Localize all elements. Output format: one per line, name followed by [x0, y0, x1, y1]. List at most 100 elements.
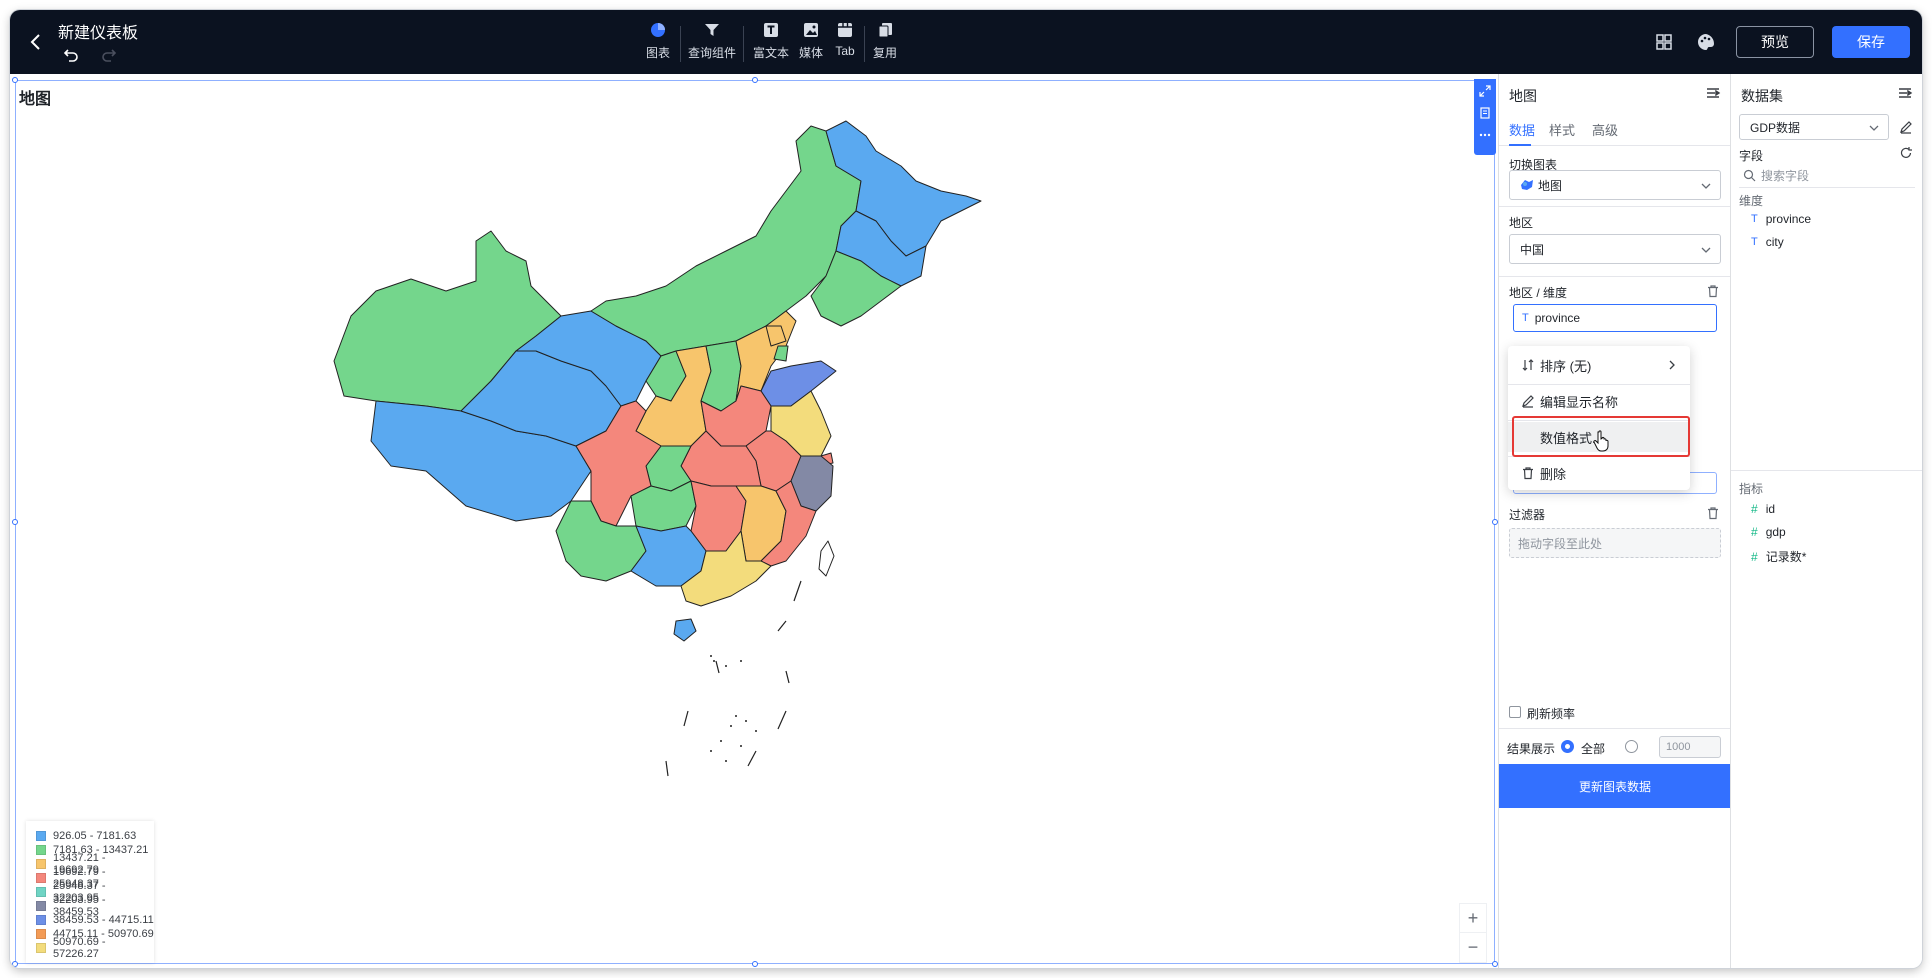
trash-icon[interactable]: [1706, 284, 1720, 298]
refresh-icon[interactable]: [1899, 146, 1913, 160]
expand-icon[interactable]: [1479, 85, 1491, 97]
legend-item[interactable]: 926.05 - 7181.63: [36, 829, 154, 843]
collapse-panel-icon[interactable]: [1704, 84, 1722, 102]
tab-data[interactable]: 数据: [1509, 123, 1536, 138]
tab-style[interactable]: 样式: [1549, 123, 1576, 138]
measure-field-gdp[interactable]: # gdp: [1751, 525, 1786, 539]
result-all-radio[interactable]: [1561, 740, 1574, 753]
resize-handle[interactable]: [12, 961, 18, 967]
preview-button[interactable]: 预览: [1736, 26, 1814, 58]
dimensions-label: 维度: [1739, 194, 1764, 208]
map-widget[interactable]: 地图: [12, 77, 1498, 967]
edit-icon: [1522, 395, 1534, 408]
tool-query[interactable]: 查询组件: [686, 20, 738, 66]
result-label: 结果展示: [1507, 742, 1556, 756]
panel-tabs: 数据 样式 高级: [1499, 112, 1731, 146]
region-heilongjiang[interactable]: [825, 120, 982, 257]
menu-item-delete[interactable]: 删除: [1508, 458, 1690, 488]
trash-icon: [1523, 467, 1533, 480]
result-limit-radio[interactable]: [1625, 740, 1638, 753]
layout-grid-icon[interactable]: [1652, 30, 1676, 54]
legend-item[interactable]: 7181.63 - 13437.21: [36, 843, 154, 857]
zoom-control: + −: [1459, 903, 1487, 963]
region-shandong[interactable]: [760, 360, 837, 407]
china-map[interactable]: [316, 101, 1256, 801]
more-icon[interactable]: [1479, 129, 1491, 141]
edit-icon[interactable]: [1899, 120, 1913, 134]
resize-handle[interactable]: [1492, 519, 1498, 525]
region-fujian[interactable]: [760, 480, 817, 567]
menu-item-sort[interactable]: 排序 (无): [1508, 350, 1690, 380]
region-liaoning[interactable]: [810, 250, 902, 327]
zoom-in-button[interactable]: +: [1460, 904, 1486, 933]
tool-media[interactable]: 媒体: [794, 20, 828, 66]
measure-field-id[interactable]: # id: [1751, 502, 1776, 516]
legend-item[interactable]: 25948.37 - 32203.95: [36, 880, 154, 904]
dimension-field-chip[interactable]: T province: [1513, 304, 1717, 332]
save-button[interactable]: 保存: [1832, 26, 1910, 58]
region-select[interactable]: 中国: [1509, 234, 1721, 264]
dataset-select[interactable]: GDP数据: [1739, 114, 1889, 140]
legend-item[interactable]: 38459.53 - 44715.11: [36, 913, 154, 927]
widget-title: 地图: [19, 91, 52, 108]
details-icon[interactable]: [1479, 107, 1491, 119]
filter-dropzone[interactable]: 拖动字段至此处: [1509, 528, 1721, 558]
refresh-checkbox[interactable]: [1509, 706, 1521, 718]
region-tianjin[interactable]: [773, 345, 789, 362]
legend-item[interactable]: 19692.79 - 25948.37: [36, 866, 154, 890]
property-panel: 地图 数据 样式 高级 切换图表 地图 地区 中国 地区 / 维度 T prov…: [1498, 74, 1731, 968]
theme-palette-icon[interactable]: [1694, 30, 1718, 54]
resize-handle[interactable]: [1492, 961, 1498, 967]
collapse-dataset-icon[interactable]: [1896, 84, 1914, 102]
legend-item[interactable]: 32203.95 - 38459.53: [36, 894, 154, 918]
legend-item[interactable]: 44715.11 - 50970.69: [36, 927, 154, 941]
redo-icon[interactable]: [100, 46, 118, 64]
result-limit-input[interactable]: 1000: [1659, 736, 1721, 758]
tool-tab[interactable]: Tab: [830, 20, 860, 66]
undo-icon[interactable]: [62, 46, 80, 64]
map-legend: 926.05 - 7181.63 7181.63 - 13437.21 1343…: [26, 821, 154, 963]
dashboard-canvas: 地图: [10, 74, 1498, 968]
tool-reuse[interactable]: 复用: [870, 20, 900, 66]
menu-item-rename[interactable]: 编辑显示名称: [1508, 386, 1690, 416]
region-beijing[interactable]: [765, 325, 787, 347]
chart-switch-label: 切换图表: [1509, 158, 1558, 172]
pie-chart-icon: [651, 23, 665, 37]
hand-cursor-icon: [1593, 430, 1609, 452]
chevron-down-icon: [1869, 125, 1879, 131]
resize-handle[interactable]: [12, 77, 18, 83]
region-jilin[interactable]: [835, 210, 927, 287]
result-all-label: 全部: [1581, 742, 1606, 756]
chart-type-select[interactable]: 地图: [1509, 170, 1721, 200]
highlight-box: [1512, 416, 1690, 457]
dashboard-title[interactable]: 新建仪表板: [58, 25, 139, 42]
tool-richtext[interactable]: 富文本: [751, 20, 791, 66]
filter-label: 过滤器: [1509, 508, 1546, 522]
tab-icon: [838, 23, 852, 37]
zoom-out-button[interactable]: −: [1467, 937, 1479, 957]
chevron-down-icon: [1701, 247, 1711, 253]
measure-field-record-count[interactable]: # 记录数*: [1751, 549, 1807, 565]
tab-advanced[interactable]: 高级: [1592, 123, 1619, 138]
copy-icon: [878, 23, 892, 38]
resize-handle[interactable]: [752, 77, 758, 83]
tool-chart[interactable]: 图表: [638, 20, 678, 66]
chevron-down-icon: [1701, 183, 1711, 189]
field-context-menu: 排序 (无) 编辑显示名称 数值格式... 删除: [1508, 346, 1690, 490]
field-search-input[interactable]: 搜索字段: [1739, 164, 1915, 188]
legend-item[interactable]: 13437.21 - 19692.79: [36, 852, 154, 876]
filter-icon: [705, 24, 719, 36]
region-inner-mongolia[interactable]: [590, 125, 862, 357]
legend-item[interactable]: 50970.69 - 57226.27: [36, 936, 154, 960]
update-chart-data-button[interactable]: 更新图表数据: [1499, 764, 1731, 808]
search-icon: [1743, 169, 1756, 182]
back-icon[interactable]: [24, 30, 48, 54]
trash-icon[interactable]: [1706, 506, 1720, 520]
resize-handle[interactable]: [12, 519, 18, 525]
region-guangdong[interactable]: [680, 530, 772, 607]
region-hainan[interactable]: [673, 618, 697, 642]
region-taiwan[interactable]: [818, 540, 835, 577]
resize-handle[interactable]: [752, 961, 758, 967]
